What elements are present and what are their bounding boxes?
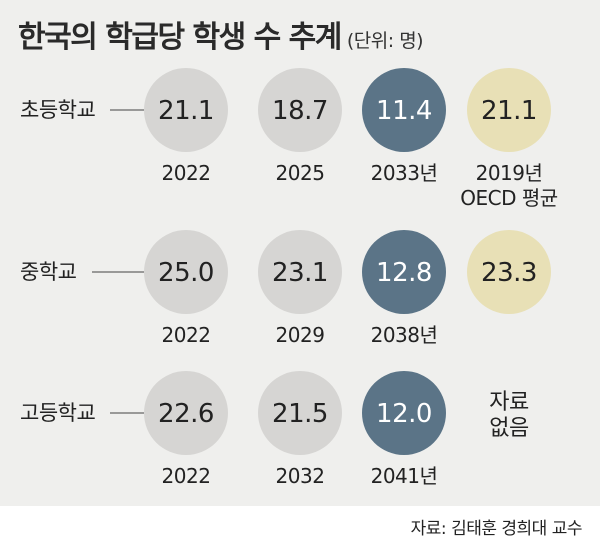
- year-label: 2025: [276, 161, 325, 185]
- year-label: 2032: [276, 464, 325, 488]
- value-bubble-projection: [362, 371, 446, 455]
- unit-label: (단위: 명): [346, 30, 424, 52]
- no-data-note: 없음: [489, 416, 529, 441]
- bubble-value-label: 12.8: [376, 258, 432, 288]
- no-data-note: 자료: [489, 390, 529, 415]
- value-bubble-historical: [144, 371, 228, 455]
- year-label: 2022: [162, 161, 211, 185]
- value-bubble-historical: [258, 371, 342, 455]
- bubble-value-label: 23.1: [272, 258, 328, 288]
- value-bubble-oecd: [467, 230, 551, 314]
- row-label: 초등학교: [20, 98, 95, 122]
- year-label: 2029: [276, 323, 325, 347]
- chart-header: 한국의 학급당 학생 수 추계 (단위: 명): [18, 12, 424, 56]
- chart-svg: 초등학교 21.1 2022 18.7 2025 11.4 2033년 21.1 2019년OE…: [20, 68, 558, 488]
- chart-panel: 한국의 학급당 학생 수 추계 (단위: 명) 초등학교 21.1 2022 18.7 2…: [0, 0, 600, 506]
- year-label: 2022: [162, 323, 211, 347]
- chart-title: 한국의 학급당 학생 수 추계: [18, 20, 342, 55]
- value-bubble-historical: [144, 68, 228, 152]
- year-label: OECD 평균: [460, 186, 558, 210]
- value-bubble-projection: [362, 68, 446, 152]
- bubble-value-label: 25.0: [158, 258, 214, 288]
- value-bubble-oecd: [467, 68, 551, 152]
- year-label: 2022: [162, 464, 211, 488]
- year-label: 2019년: [476, 161, 543, 185]
- bubble-value-label: 18.7: [272, 96, 328, 126]
- year-label: 2041년: [371, 464, 438, 488]
- bubble-value-label: 21.1: [158, 96, 214, 126]
- value-bubble-historical: [258, 68, 342, 152]
- year-label: 2038년: [371, 323, 438, 347]
- year-label: 2033년: [371, 161, 438, 185]
- bubble-value-label: 12.0: [376, 399, 432, 429]
- bubble-value-label: 11.4: [376, 96, 432, 126]
- bubble-value-label: 21.1: [481, 96, 537, 126]
- row-label: 중학교: [20, 260, 77, 284]
- bubble-value-label: 22.6: [158, 399, 214, 429]
- bubble-value-label: 23.3: [481, 258, 537, 288]
- source-note: 자료: 김태훈 경희대 교수: [410, 519, 583, 539]
- bubble-value-label: 21.5: [272, 399, 328, 429]
- row-label: 고등학교: [20, 401, 95, 425]
- value-bubble-projection: [362, 230, 446, 314]
- value-bubble-historical: [258, 230, 342, 314]
- value-bubble-historical: [144, 230, 228, 314]
